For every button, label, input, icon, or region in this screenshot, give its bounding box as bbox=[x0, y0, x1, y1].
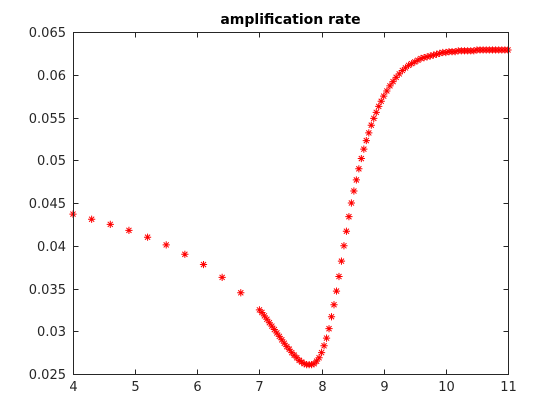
x-tick-label: 5 bbox=[131, 380, 139, 395]
data-point-marker bbox=[268, 322, 276, 330]
y-tick-label: 0.045 bbox=[29, 197, 66, 212]
y-tick-label: 0.055 bbox=[29, 112, 66, 127]
data-point-marker bbox=[313, 357, 321, 365]
data-point-marker bbox=[181, 250, 189, 258]
y-tick-label: 0.06 bbox=[37, 69, 66, 84]
data-point-marker bbox=[218, 273, 226, 281]
data-point-marker bbox=[350, 187, 358, 195]
y-tick-label: 0.065 bbox=[29, 26, 66, 41]
data-point-marker bbox=[340, 242, 348, 250]
data-point-marker bbox=[451, 48, 459, 56]
y-tick-label: 0.05 bbox=[37, 154, 66, 169]
x-axis-ticks: 4 5 6 7 8 9 10 11 bbox=[69, 32, 517, 395]
data-point-marker bbox=[285, 345, 293, 353]
data-point-marker bbox=[162, 241, 170, 249]
data-point-marker bbox=[330, 301, 338, 309]
x-tick-label: 11 bbox=[500, 380, 517, 395]
data-point-marker bbox=[436, 49, 444, 57]
data-point-marker bbox=[337, 257, 346, 265]
chart-title: amplification rate bbox=[220, 12, 360, 28]
y-tick-label: 0.035 bbox=[29, 283, 66, 298]
data-point-marker bbox=[404, 61, 413, 69]
x-tick-label: 6 bbox=[193, 380, 201, 395]
data-point-marker bbox=[386, 82, 394, 90]
data-point-marker bbox=[237, 289, 245, 297]
data-point-marker bbox=[320, 342, 328, 350]
data-point-marker bbox=[347, 199, 355, 207]
data-point-marker bbox=[420, 54, 428, 62]
data-point-marker bbox=[325, 325, 333, 333]
data-point-marker bbox=[270, 325, 278, 334]
data-point-marker bbox=[88, 215, 96, 223]
x-tick-label: 8 bbox=[318, 380, 326, 395]
data-point-marker bbox=[442, 48, 450, 57]
data-markers bbox=[69, 46, 512, 369]
data-point-marker bbox=[352, 176, 360, 184]
data-point-marker bbox=[342, 227, 351, 235]
data-point-marker bbox=[370, 114, 378, 122]
data-point-marker bbox=[360, 145, 368, 153]
data-point-marker bbox=[426, 52, 434, 60]
data-point-marker bbox=[411, 58, 419, 66]
data-point-marker bbox=[357, 154, 365, 163]
data-point-marker bbox=[389, 77, 397, 86]
data-point-marker bbox=[298, 358, 306, 366]
y-tick-label: 0.04 bbox=[37, 240, 66, 255]
y-tick-label: 0.03 bbox=[37, 325, 66, 340]
data-point-marker bbox=[258, 308, 266, 317]
x-tick-label: 4 bbox=[69, 380, 77, 395]
data-point-marker bbox=[372, 108, 380, 116]
data-point-marker bbox=[322, 334, 331, 342]
data-point-marker bbox=[295, 356, 303, 364]
data-point-marker bbox=[263, 315, 271, 323]
data-point-marker bbox=[408, 60, 416, 68]
data-point-marker bbox=[367, 121, 375, 129]
data-point-marker bbox=[260, 312, 268, 320]
y-tick-label: 0.025 bbox=[29, 368, 66, 383]
data-point-marker bbox=[380, 92, 388, 100]
data-point-marker bbox=[355, 165, 363, 173]
data-point-marker bbox=[392, 73, 400, 81]
data-point-marker bbox=[106, 220, 114, 228]
data-point-marker bbox=[273, 329, 281, 337]
data-point-marker bbox=[143, 233, 152, 241]
data-point-marker bbox=[308, 360, 316, 369]
data-point-marker bbox=[265, 319, 273, 327]
data-point-marker bbox=[432, 50, 441, 58]
data-point-marker bbox=[345, 213, 353, 221]
x-tick-label: 10 bbox=[438, 380, 455, 395]
data-point-marker bbox=[332, 287, 341, 295]
data-point-marker bbox=[423, 53, 431, 61]
plot-area bbox=[73, 32, 508, 374]
data-point-marker bbox=[300, 360, 308, 368]
data-point-marker bbox=[199, 260, 208, 269]
data-point-marker bbox=[398, 66, 406, 75]
data-point-marker bbox=[375, 102, 383, 110]
data-point-marker bbox=[317, 349, 326, 357]
data-point-marker bbox=[365, 129, 373, 137]
data-point-marker bbox=[280, 339, 288, 347]
data-point-marker bbox=[417, 54, 425, 63]
data-point-marker bbox=[327, 313, 336, 321]
data-point-marker bbox=[275, 332, 283, 340]
data-point-marker bbox=[335, 272, 343, 281]
data-point-marker bbox=[125, 226, 133, 234]
data-point-marker bbox=[362, 136, 370, 145]
data-point-marker bbox=[429, 51, 438, 59]
data-point-marker bbox=[414, 56, 422, 64]
data-point-marker bbox=[395, 70, 403, 78]
data-point-marker bbox=[315, 354, 323, 362]
data-point-marker bbox=[278, 336, 286, 344]
data-point-marker bbox=[383, 87, 391, 95]
y-axis-ticks: 0.025 0.03 0.035 0.04 0.045 0.05 0.055 0.06 0.06… bbox=[29, 26, 509, 383]
x-tick-label: 7 bbox=[255, 380, 263, 395]
data-point-marker bbox=[377, 97, 385, 105]
x-tick-label: 9 bbox=[380, 380, 388, 395]
data-point-marker bbox=[401, 64, 410, 72]
data-point-marker bbox=[470, 47, 478, 55]
